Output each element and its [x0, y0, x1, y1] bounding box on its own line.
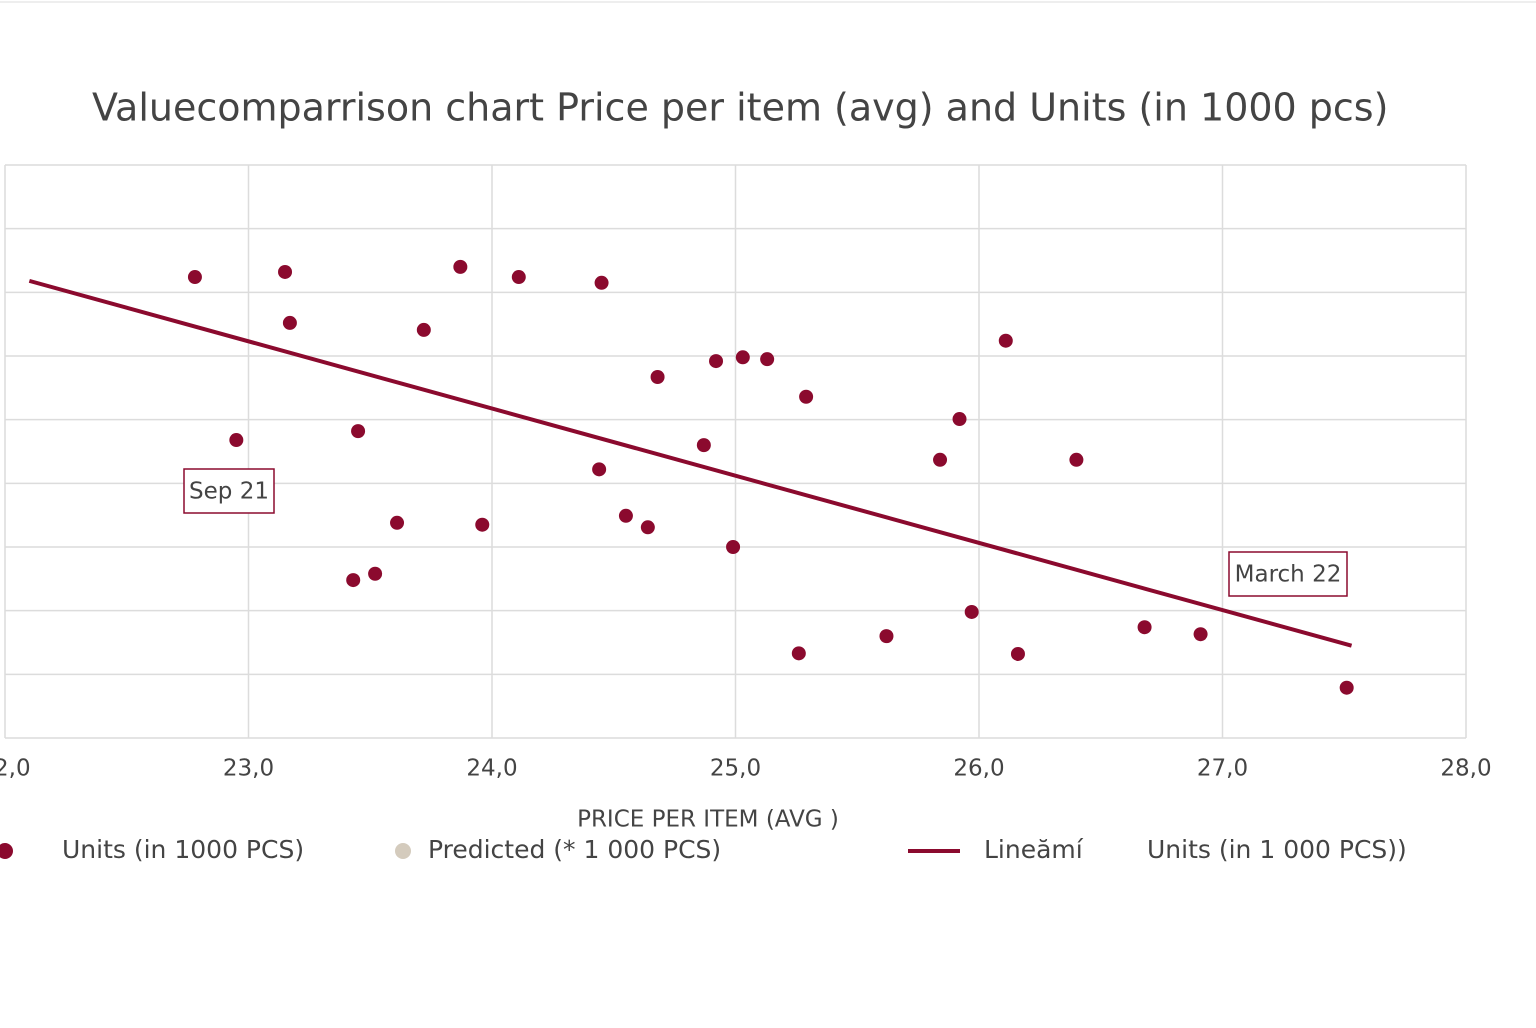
- x-tick-label: 28,0: [1440, 756, 1491, 782]
- data-point: [998, 333, 1013, 348]
- data-point: [416, 322, 431, 337]
- legend-label: Units (in 1 000 PCS)): [1147, 835, 1407, 864]
- data-point: [187, 270, 202, 285]
- annotation: March 22: [1235, 562, 1342, 588]
- data-point: [594, 275, 609, 290]
- legend-marker: [395, 843, 411, 859]
- data-point: [453, 259, 468, 274]
- trend-line: [28, 278, 1353, 648]
- x-tick-label: 23,0: [223, 756, 274, 782]
- data-point: [696, 438, 711, 453]
- data-point: [1137, 620, 1152, 635]
- data-point: [964, 604, 979, 619]
- data-point: [229, 433, 244, 448]
- data-point: [1010, 646, 1025, 661]
- data-point: [879, 629, 894, 644]
- data-point: [952, 412, 967, 427]
- data-point: [346, 573, 361, 588]
- annotation: Sep 21: [189, 479, 269, 505]
- x-axis-label: PRICE PER ITEM (AVG ): [577, 807, 839, 833]
- data-point: [282, 315, 297, 330]
- x-tick-label: 27,0: [1197, 756, 1248, 782]
- legend-marker: [0, 843, 13, 859]
- data-point: [592, 462, 607, 477]
- data-point: [390, 515, 405, 530]
- data-point: [511, 270, 526, 285]
- data-point: [351, 424, 366, 439]
- data-point: [278, 264, 293, 279]
- data-point: [709, 354, 724, 369]
- data-point: [640, 520, 655, 535]
- data-point: [726, 540, 741, 554]
- x-tick-label: 22,0: [0, 756, 31, 782]
- x-tick-label: 26,0: [953, 756, 1004, 782]
- data-point: [1193, 627, 1208, 642]
- data-point: [650, 370, 665, 385]
- legend-label: Units (in 1000 PCS): [62, 835, 304, 864]
- annotation-box: [183, 468, 275, 514]
- data-point: [760, 352, 775, 367]
- data-point: [1069, 452, 1084, 467]
- data-point: [799, 389, 814, 404]
- data-point: [791, 646, 806, 661]
- chart-title: Valuecomparrison chart Price per item (a…: [92, 86, 1388, 130]
- legend-label: Predicted (* 1 000 PCS): [428, 835, 721, 864]
- data-point: [735, 350, 750, 365]
- x-tick-label: 24,0: [466, 756, 517, 782]
- data-point: [475, 517, 490, 532]
- annotation-box: [1228, 551, 1348, 597]
- data-point: [933, 452, 948, 467]
- legend-label: Lineămí: [984, 835, 1084, 864]
- data-point: [618, 508, 633, 523]
- x-tick-label: 25,0: [710, 756, 761, 782]
- data-point: [1339, 680, 1354, 695]
- data-point: [368, 566, 383, 581]
